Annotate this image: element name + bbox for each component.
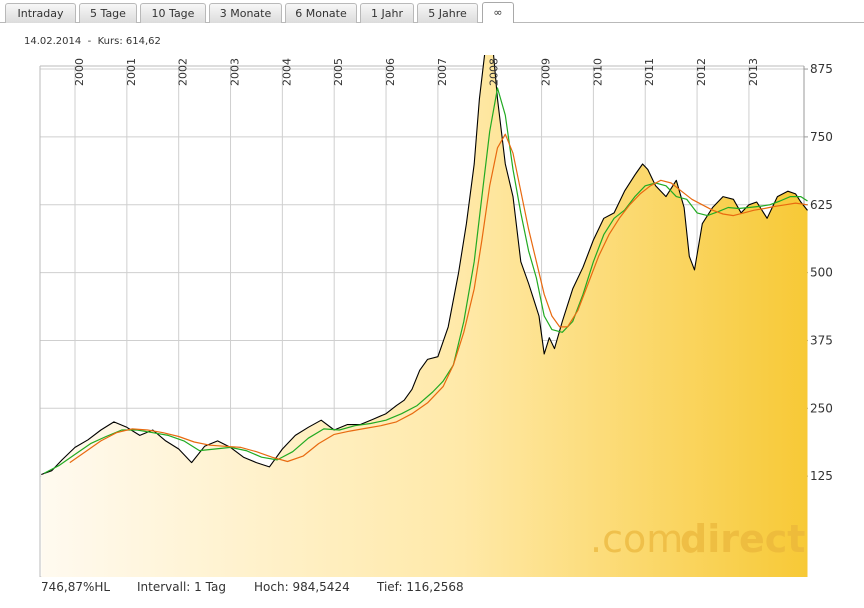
x-year-label: 2011: [643, 58, 656, 86]
x-year-label: 2001: [125, 58, 138, 86]
y-tick-label: 250: [810, 401, 833, 415]
interval-value: 1 Tag: [194, 580, 226, 594]
interval-label: Intervall:: [137, 580, 191, 594]
price-area-fill: [41, 55, 808, 577]
watermark-dotcom: .com: [590, 517, 683, 561]
tab-5-tage[interactable]: 5 Tage: [79, 3, 137, 23]
y-tick-label: 500: [810, 266, 833, 280]
tab-intraday[interactable]: Intraday: [5, 3, 76, 23]
tab-max[interactable]: ∞: [482, 2, 514, 23]
quote-separator: -: [87, 36, 92, 47]
x-year-label: 2005: [332, 58, 345, 86]
quote-date: 14.02.2014: [24, 36, 82, 47]
x-year-label: 2000: [73, 58, 86, 86]
x-year-label: 2002: [177, 58, 190, 86]
footer-interval: Intervall: 1 Tag: [137, 580, 226, 596]
price-value: 614,62: [125, 36, 161, 47]
x-year-label: 2007: [436, 58, 449, 86]
watermark-direct: direct: [680, 517, 805, 561]
y-tick-label: 875: [810, 62, 833, 76]
x-year-label: 2003: [229, 58, 242, 86]
high-value: 984,5424: [292, 580, 350, 594]
range-tab-bar: Intraday 5 Tage 10 Tage 3 Monate 6 Monat…: [0, 0, 864, 23]
x-year-label: 2004: [280, 58, 293, 86]
footer-high: Hoch: 984,5424: [254, 580, 350, 596]
low-value: 116,2568: [406, 580, 464, 594]
price-chart: 1.00087575062550037525012520002001200220…: [39, 55, 833, 577]
x-year-label: 2013: [747, 58, 760, 86]
x-year-label: 2010: [591, 58, 604, 86]
series-price: [41, 55, 808, 476]
price-label: Kurs:: [97, 36, 123, 47]
footer-low: Tief: 116,2568: [377, 580, 464, 596]
watermark: .com direct: [590, 517, 805, 561]
y-tick-label: 375: [810, 333, 833, 347]
tab-1-jahr[interactable]: 1 Jahr: [360, 3, 414, 23]
y-tick-label: 125: [810, 469, 833, 483]
x-year-label: 2006: [384, 58, 397, 86]
x-year-label: 2008: [488, 58, 501, 86]
series-layer: [41, 55, 808, 476]
series-ma_green: [43, 87, 808, 474]
tab-3-monate[interactable]: 3 Monate: [209, 3, 282, 23]
quote-info: 14.02.2014 - Kurs: 614,62: [24, 36, 161, 47]
low-label: Tief:: [377, 580, 403, 594]
y-tick-label: 750: [810, 130, 833, 144]
x-year-label: 2009: [540, 58, 553, 86]
x-year-label: 2012: [695, 58, 708, 86]
tab-10-tage[interactable]: 10 Tage: [140, 3, 206, 23]
y-tick-label: 625: [810, 198, 833, 212]
tab-6-monate[interactable]: 6 Monate: [285, 3, 357, 23]
axis-labels: 1.00087575062550037525012520002001200220…: [73, 58, 833, 483]
high-label: Hoch:: [254, 580, 289, 594]
tab-5-jahre[interactable]: 5 Jahre: [417, 3, 478, 23]
series-ma_orange: [69, 133, 808, 464]
footer-hl: 746,87%HL: [41, 580, 111, 594]
